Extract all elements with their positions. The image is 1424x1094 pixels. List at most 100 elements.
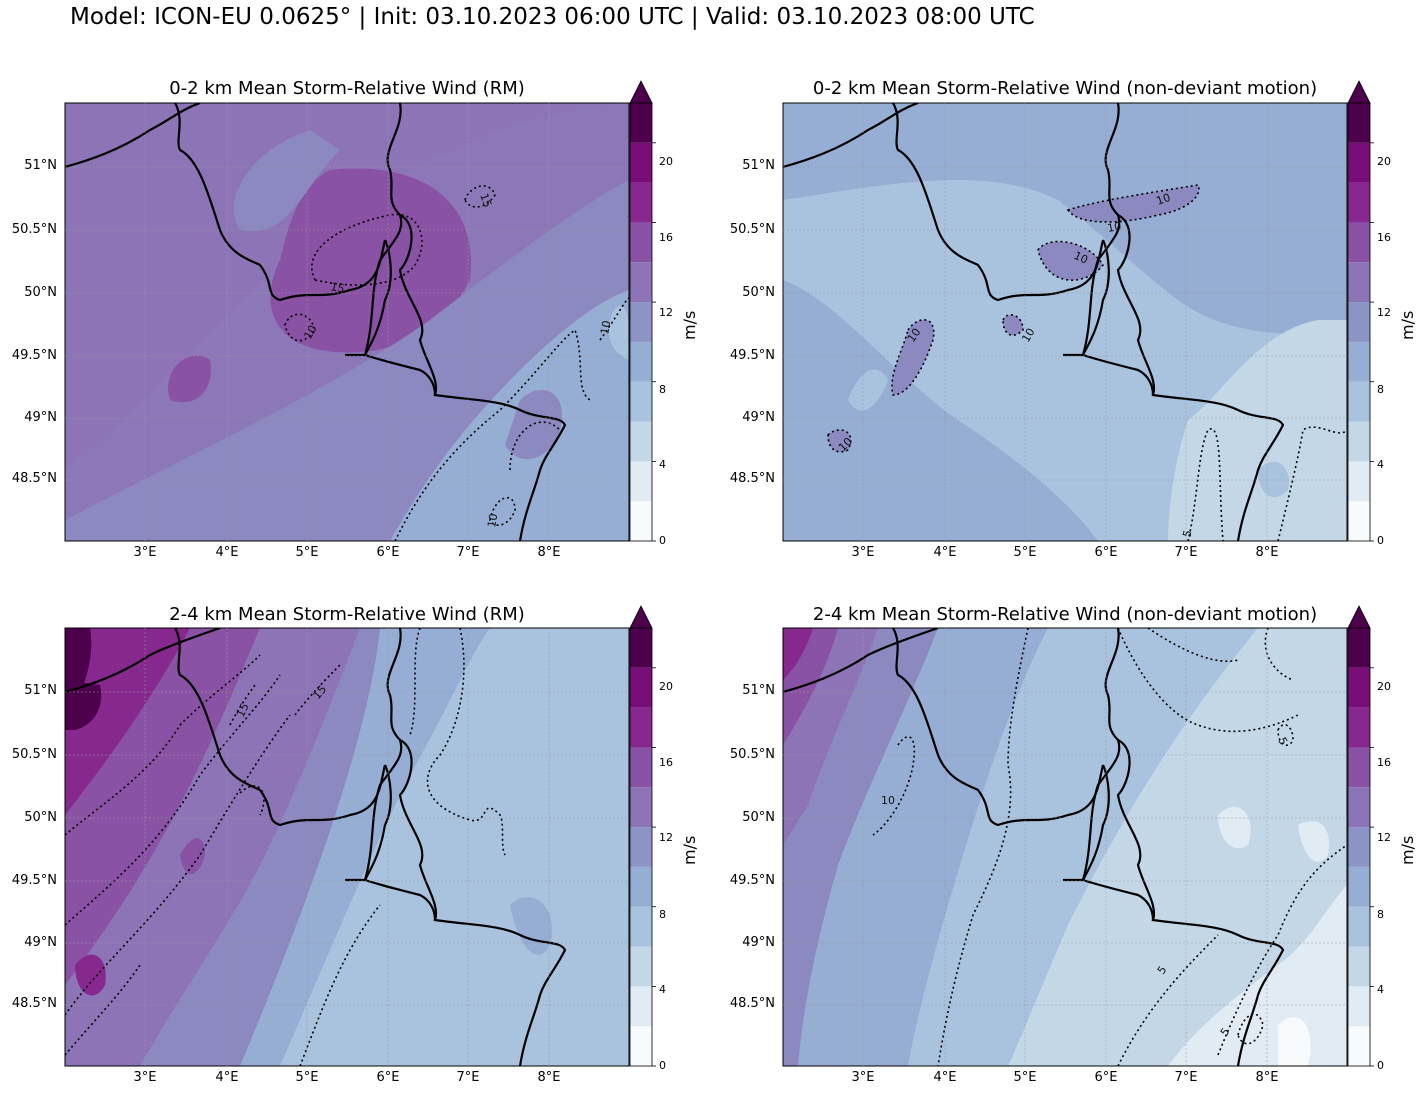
cb-tick: 16	[1377, 231, 1391, 244]
map-2-4km-nondeviant: 10 5 5 5	[782, 605, 1374, 1067]
colorbar-segment	[1348, 182, 1370, 223]
colorbar-segment	[630, 667, 652, 708]
colorbar-segment	[1348, 986, 1370, 1027]
graticule	[65, 103, 629, 541]
lat-label: 48.5°N	[11, 471, 57, 486]
lon-label: 5°E	[1013, 545, 1037, 560]
colorbar-extend-arrow	[1347, 80, 1371, 104]
cb-unit-label: m/s	[680, 310, 699, 340]
colorbar-segment	[1348, 461, 1370, 502]
lon-label: 3°E	[851, 545, 875, 560]
colorbar-segment	[1348, 787, 1370, 828]
colorbar-segment	[630, 787, 652, 828]
lat-label: 49°N	[742, 935, 775, 950]
cb-tick: 8	[1377, 383, 1384, 396]
map-0-2km-rm: 15 15 10 10 10	[64, 80, 656, 542]
contour-label: 15	[234, 701, 252, 719]
colorbar-segment	[1348, 222, 1370, 263]
colorbar-segment	[1348, 906, 1370, 947]
lat-label: 49°N	[24, 410, 57, 425]
map-0-2km-nondeviant: 10 10 10 10 10 10 5	[782, 80, 1374, 542]
colorbar-segment	[630, 421, 652, 462]
graticule	[783, 628, 1347, 1066]
cb-tick: 12	[659, 831, 673, 844]
contour-label: 10	[1019, 326, 1037, 345]
lat-label: 51°N	[24, 683, 57, 698]
lon-label: 6°E	[376, 545, 400, 560]
colorbar-extend-arrow	[1347, 605, 1371, 629]
cb-tick: 12	[659, 306, 673, 319]
lat-label: 50.5°N	[729, 747, 775, 762]
panel-title: 0-2 km Mean Storm-Relative Wind (RM)	[169, 78, 525, 99]
lon-label: 4°E	[215, 1070, 239, 1085]
colorbar-segment	[630, 222, 652, 263]
colorbar-segment	[630, 707, 652, 748]
colorbar-segment	[1348, 381, 1370, 422]
contour-label: 10	[1155, 191, 1173, 208]
colorbar-segment	[630, 142, 652, 183]
cb-tick: 12	[1377, 306, 1391, 319]
contour-label: 15	[329, 280, 345, 295]
colorbar-segment	[630, 747, 652, 788]
cb-tick: 0	[1377, 534, 1384, 547]
cb-tick: 20	[1377, 680, 1391, 693]
contour-label: 10	[485, 512, 500, 528]
cb-tick: 4	[659, 983, 666, 996]
colorbar-segment	[1348, 262, 1370, 303]
lon-label: 6°E	[1094, 545, 1118, 560]
lat-label: 48.5°N	[729, 471, 775, 486]
colorbar-segment	[1348, 946, 1370, 987]
lat-label: 50.5°N	[729, 222, 775, 237]
lon-label: 6°E	[1094, 1070, 1118, 1085]
cb-tick: 16	[659, 231, 673, 244]
colorbar-segment	[1348, 1026, 1370, 1066]
lat-label: 51°N	[24, 158, 57, 173]
lat-label: 50°N	[742, 810, 775, 825]
lon-label: 3°E	[133, 545, 157, 560]
colorbar-segment	[1348, 667, 1370, 708]
lon-label: 3°E	[133, 1070, 157, 1085]
contour-label: 5	[1180, 529, 1194, 539]
lon-label: 7°E	[456, 1070, 480, 1085]
colorbar-segment	[630, 1026, 652, 1066]
panel-title: 0-2 km Mean Storm-Relative Wind (non-dev…	[812, 78, 1318, 99]
colorbar-segment	[630, 461, 652, 502]
cb-tick: 4	[1377, 983, 1384, 996]
lat-label: 49.5°N	[729, 348, 775, 363]
lat-label: 50.5°N	[11, 747, 57, 762]
lat-label: 49.5°N	[11, 348, 57, 363]
lat-label: 50°N	[24, 285, 57, 300]
lat-label: 51°N	[742, 158, 775, 173]
cb-tick: 0	[659, 1059, 666, 1072]
colorbar-frame	[1347, 627, 1371, 1067]
lat-label: 48.5°N	[11, 996, 57, 1011]
lat-label: 49°N	[742, 410, 775, 425]
country-borders	[65, 628, 567, 1066]
colorbar-segment	[630, 262, 652, 303]
cb-tick: 0	[659, 534, 666, 547]
cb-tick: 0	[1377, 1059, 1384, 1072]
colorbar-segment	[630, 946, 652, 987]
lat-label: 49°N	[24, 935, 57, 950]
colorbar-segment	[630, 381, 652, 422]
colorbar-segment	[1348, 827, 1370, 867]
lon-label: 3°E	[851, 1070, 875, 1085]
country-borders	[65, 103, 567, 541]
contour-lines	[872, 628, 1347, 1066]
contour-lines	[284, 185, 629, 541]
figure-title: Model: ICON-EU 0.0625° | Init: 03.10.202…	[70, 4, 1035, 30]
lat-label: 51°N	[742, 683, 775, 698]
contour-lines	[827, 184, 1347, 541]
colorbar-segment	[630, 501, 652, 541]
lat-label: 49.5°N	[729, 873, 775, 888]
lon-label: 5°E	[295, 545, 319, 560]
lon-label: 6°E	[376, 1070, 400, 1085]
colorbar-segment	[630, 827, 652, 867]
cb-tick: 4	[1377, 458, 1384, 471]
colorbar-frame	[1347, 102, 1371, 542]
lon-label: 8°E	[537, 545, 561, 560]
graticule	[65, 628, 629, 1066]
lon-label: 4°E	[933, 1070, 957, 1085]
lon-label: 8°E	[1255, 1070, 1279, 1085]
lon-label: 5°E	[1013, 1070, 1037, 1085]
